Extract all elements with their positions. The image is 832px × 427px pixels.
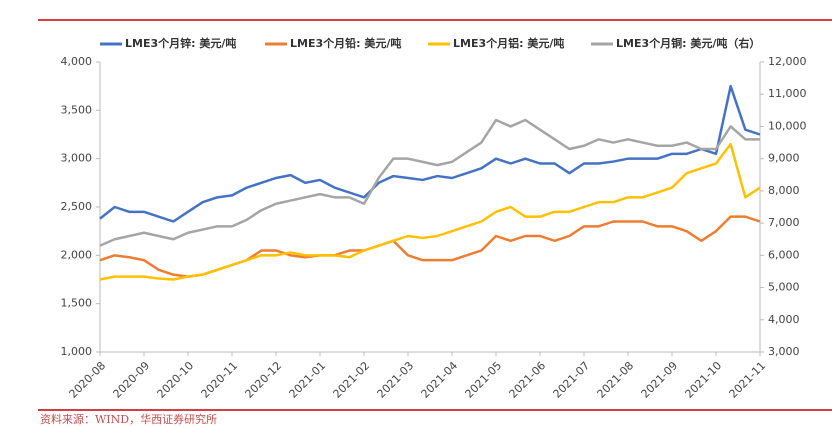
y2-tick-label: 8,000 [768,184,800,197]
y-tick-label: 3,000 [61,152,93,165]
y2-tick-label: 3,000 [768,345,800,358]
x-tick-label: 2020-12 [243,359,285,401]
series-line [99,142,761,281]
x-tick-label: 2021-09 [639,359,681,401]
y2-tick-label: 10,000 [768,119,807,132]
x-tick-label: 2021-10 [683,359,725,401]
x-tick-label: 2020-08 [67,359,109,401]
source: 资料来源：WIND，华西证券研究所 [40,412,217,426]
legend-label: LME3个月铅: 美元/吨 [290,36,401,50]
y-tick-label: 1,000 [61,345,93,358]
x-tick-label: 2021-08 [595,359,637,401]
y2-tick-label: 9,000 [768,152,800,165]
legend-label: LME3个月铝: 美元/吨 [453,36,564,50]
legend-label: LME3个月锌: 美元/吨 [125,36,236,50]
x-tick-label: 2021-11 [727,359,769,401]
y-tick-label: 3,500 [61,103,93,116]
y2-tick-label: 12,000 [768,55,807,68]
legend-label: LME3个月铜: 美元/吨（右） [616,36,760,50]
y2-tick-label: 5,000 [768,281,800,294]
y-tick-label: 4,000 [61,55,93,68]
y-tick-label: 1,500 [61,297,93,310]
x-tick-label: 2021-02 [331,359,373,401]
x-tick-label: 2021-04 [419,359,461,401]
x-tick-label: 2021-07 [551,359,593,401]
x-tick-label: 2020-10 [155,359,197,401]
series-line [99,215,761,278]
y-tick-label: 2,000 [61,248,93,261]
y2-tick-label: 6,000 [768,248,800,261]
y2-tick-label: 11,000 [768,87,807,100]
x-tick-label: 2020-09 [111,359,153,401]
y2-tick-label: 4,000 [768,313,800,326]
x-tick-label: 2021-03 [375,359,417,401]
legend: LME3个月锌: 美元/吨 LME3个月铅: 美元/吨 LME3个月铝: 美元/吨 L… [100,36,760,50]
y-tick-label: 2,500 [61,200,93,213]
y2-tick-label: 7,000 [768,216,800,229]
series-line [99,118,760,247]
x-tick-label: 2020-11 [199,359,241,401]
x-tick-label: 2021-06 [507,359,549,401]
x-tick-label: 2021-01 [287,359,329,401]
series-line [99,84,761,223]
x-tick-label: 2021-05 [463,359,505,401]
